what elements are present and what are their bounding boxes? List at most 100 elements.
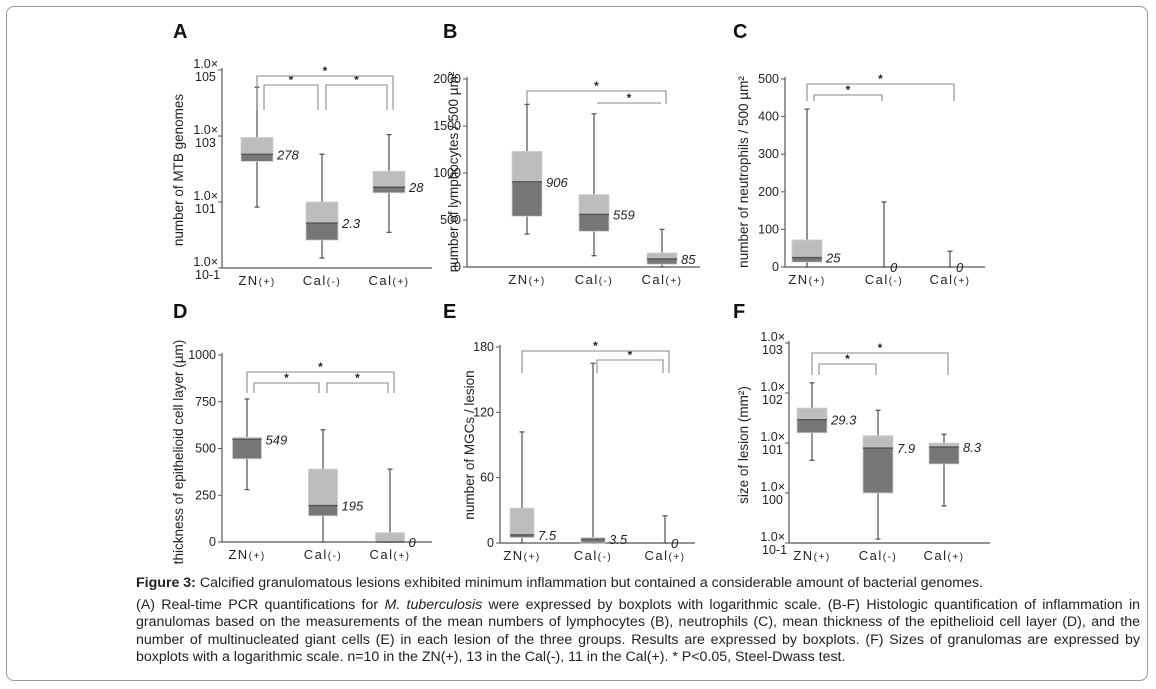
box-zn-0: 906 (511, 103, 568, 235)
significance-bracket (253, 382, 320, 393)
x-tick-sub: (+) (666, 276, 683, 287)
y-tick-label: 250 (195, 488, 216, 502)
y-tick-exponent: 10-1 (762, 543, 787, 557)
box-lower-quartile (578, 214, 610, 232)
x-tick-sub: (-) (889, 276, 904, 287)
x-tick-sub: (-) (883, 552, 898, 563)
box-lower-quartile (372, 186, 406, 194)
x-tick-sub: (+) (954, 276, 971, 287)
box-upper-quartile (240, 137, 274, 155)
y-tick-label: 1.0× (193, 123, 218, 137)
box-lower-quartile (308, 505, 338, 517)
y-tick-label: 2000 (433, 72, 461, 86)
box-upper-quartile (511, 150, 543, 183)
x-tick-label: Cal(-) (304, 547, 343, 562)
x-tick-main: ZN (503, 548, 523, 563)
y-tick-label: 1.0× (193, 57, 218, 71)
x-tick-sub: (+) (529, 276, 546, 287)
x-tick-sub: (-) (327, 277, 342, 288)
caption-figure-label: Figure 3: (136, 575, 196, 591)
significance-star: * (878, 341, 883, 355)
significance-bracket (263, 84, 319, 110)
figure-frame (6, 6, 1148, 681)
median-label: 0 (671, 536, 679, 551)
x-tick-sub: (+) (393, 277, 410, 288)
box-lower-quartile (511, 181, 543, 217)
x-tick-sub: (+) (524, 552, 541, 563)
box-upper-quartile (646, 252, 678, 260)
box-cal-1: 0 (881, 201, 898, 275)
median-label: 8.3 (963, 440, 982, 455)
y-tick-label: 120 (473, 405, 494, 419)
x-tick-label: Cal(+) (644, 548, 685, 563)
panel-label: F (733, 301, 745, 323)
x-tick-label: Cal(-) (865, 272, 904, 287)
figure-caption: Figure 3: Calcified granulomatous lesion… (136, 575, 1140, 667)
box-cal-2: 8.3 (928, 433, 982, 507)
significance-star: * (627, 91, 632, 105)
y-axis-label: number of lymphocytes / 500 µm² (446, 71, 461, 272)
caption-body: (A) Real-time PCR quantifications for M.… (136, 597, 1140, 667)
x-tick-main: Cal (641, 272, 665, 287)
y-axis-label: number of MGCs / lesion (462, 370, 477, 519)
median-label: 549 (266, 432, 288, 447)
box-cal-2: 28 (372, 133, 424, 234)
median-label: 29.3 (830, 413, 857, 428)
y-tick-label: 200 (758, 185, 779, 199)
panel-label: A (173, 21, 187, 43)
y-tick-label: 1.0× (193, 189, 218, 203)
box-cal-1: 2.3 (305, 153, 361, 259)
y-tick-label: 1.0× (193, 255, 218, 269)
y-tick-label: 100 (758, 222, 779, 236)
x-tick-sub: (+) (809, 276, 826, 287)
box-upper-quartile (375, 532, 405, 543)
box-lower-quartile (305, 222, 339, 241)
median-label: 85 (681, 252, 696, 267)
box-zn-0: 29.3 (796, 382, 857, 461)
x-tick-sub: (+) (394, 551, 411, 562)
y-tick-label: 1.0× (760, 530, 785, 544)
box-lower-quartile (646, 258, 678, 265)
box-cal-2: 0 (662, 515, 679, 551)
y-tick-exponent: 105 (195, 70, 216, 84)
caption-title: Figure 3: Calcified granulomatous lesion… (136, 575, 1140, 593)
significance-bracket (806, 83, 955, 101)
x-tick-main: ZN (238, 273, 258, 288)
median-label: 559 (613, 207, 635, 222)
x-tick-label: Cal(-) (574, 548, 613, 563)
box-upper-quartile (578, 194, 610, 215)
significance-bracket (813, 94, 883, 101)
caption-body-part1: (A) Real-time PCR quantifications for (136, 596, 385, 613)
x-tick-label: Cal(+) (641, 272, 682, 287)
significance-bracket (526, 90, 667, 104)
x-tick-label: ZN(+) (228, 547, 265, 562)
significance-star: * (289, 73, 294, 87)
y-tick-label: 300 (758, 147, 779, 161)
y-tick-exponent: 101 (762, 443, 783, 457)
x-tick-main: Cal (929, 272, 953, 287)
box-lower-quartile (928, 446, 960, 465)
y-tick-label: 1.0× (760, 380, 785, 394)
median-label: 7.9 (897, 441, 915, 456)
median-label: 3.5 (609, 532, 628, 547)
significance-star: * (284, 371, 289, 385)
x-tick-label: Cal(+) (369, 547, 410, 562)
y-tick-label: 1500 (433, 119, 461, 133)
median-label: 0 (409, 535, 417, 550)
box-upper-quartile (308, 468, 338, 506)
x-tick-label: Cal(-) (303, 273, 342, 288)
median-label: 25 (825, 251, 841, 266)
significance-star: * (878, 72, 883, 86)
median-label: 0 (956, 260, 964, 275)
significance-bracket (597, 102, 661, 104)
y-tick-label: 0 (209, 535, 216, 549)
box-cal-2: 0 (375, 468, 417, 550)
x-tick-main: Cal (303, 273, 327, 288)
x-tick-sub: (+) (259, 277, 276, 288)
x-tick-main: Cal (575, 272, 599, 287)
y-tick-exponent: 100 (762, 493, 783, 507)
